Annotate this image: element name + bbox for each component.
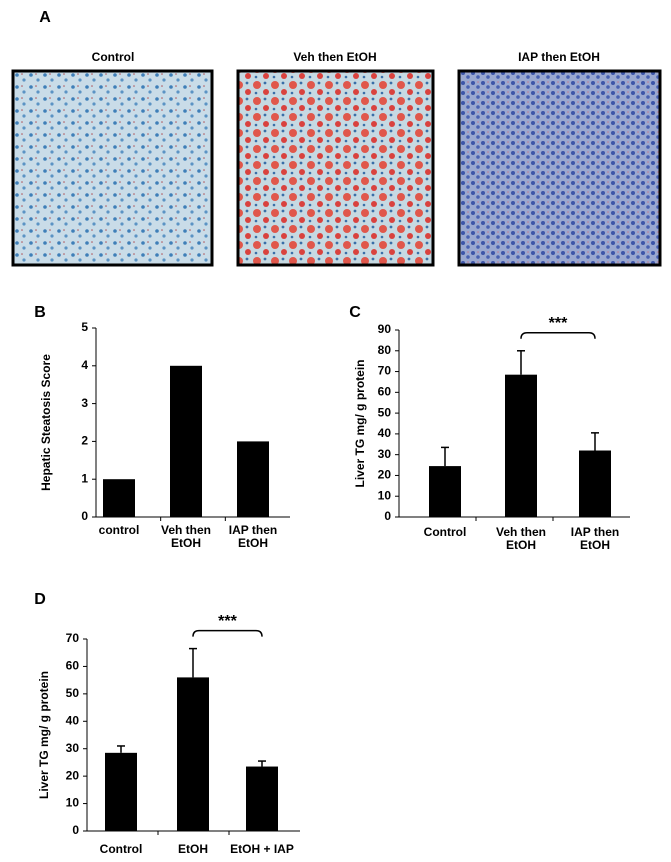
panel-label: D (34, 591, 46, 608)
x-tick-label: Control (100, 842, 143, 856)
y-tick-label: 90 (378, 322, 392, 336)
error-bar (117, 745, 125, 753)
bar (177, 677, 209, 831)
x-tick-label: Veh then EtOH (161, 523, 211, 550)
y-tick-label: 20 (378, 468, 392, 482)
y-tick-label: 30 (378, 447, 392, 461)
y-tick-label: 20 (66, 768, 80, 782)
significance-label: *** (218, 613, 237, 630)
significance-label: *** (549, 315, 568, 332)
y-tick-label: 70 (378, 364, 392, 378)
bar (505, 374, 537, 517)
micrograph (457, 69, 662, 267)
panel-label: A (39, 9, 51, 26)
y-axis-label: Hepatic Steatosis Score (39, 354, 53, 491)
y-tick-label: 50 (66, 686, 80, 700)
y-axis-label: Liver TG mg/ g protein (37, 671, 51, 799)
y-tick-label: 40 (66, 713, 80, 727)
error-bar (258, 760, 266, 767)
x-tick-label: IAP then EtOH (571, 525, 619, 552)
bar (103, 479, 135, 517)
error-bar (591, 432, 599, 451)
y-tick-label: 50 (378, 405, 392, 419)
x-tick-label: EtOH + IAP (230, 842, 294, 856)
bar (246, 766, 278, 831)
y-tick-label: 2 (81, 434, 88, 448)
y-tick-label: 40 (378, 426, 392, 440)
y-tick-label: 3 (81, 396, 88, 410)
significance-bracket (192, 629, 263, 637)
y-tick-label: 60 (378, 385, 392, 399)
y-tick-label: 10 (378, 488, 392, 502)
bar (579, 450, 611, 517)
panel-label: C (349, 304, 361, 321)
error-bar (189, 647, 197, 678)
bar (170, 365, 202, 517)
image-caption: Veh then EtOH (293, 50, 376, 64)
y-tick-label: 10 (66, 796, 80, 810)
bar (429, 466, 461, 517)
y-tick-label: 0 (81, 509, 88, 523)
y-tick-label: 30 (66, 741, 80, 755)
x-tick-label: IAP then EtOH (229, 523, 277, 550)
y-axis-label: Liver TG mg/ g protein (353, 359, 367, 487)
y-tick-label: 4 (81, 358, 88, 372)
x-tick-label: Control (424, 525, 467, 539)
x-tick-label: Veh then EtOH (496, 525, 546, 552)
y-tick-label: 0 (384, 509, 391, 523)
bar (105, 752, 137, 831)
y-tick-label: 80 (378, 343, 392, 357)
micrograph (236, 69, 435, 267)
significance-bracket (520, 332, 596, 339)
x-tick-label: control (99, 523, 140, 537)
panel-label: B (34, 304, 46, 321)
image-caption: Control (92, 50, 135, 64)
micrograph (11, 69, 214, 267)
y-tick-label: 0 (72, 823, 79, 837)
error-bar (441, 446, 449, 467)
image-caption: IAP then EtOH (518, 50, 600, 64)
y-tick-label: 70 (66, 631, 80, 645)
y-tick-label: 60 (66, 659, 80, 673)
y-tick-label: 5 (81, 320, 88, 334)
x-tick-label: EtOH (178, 842, 208, 856)
y-tick-label: 1 (81, 471, 88, 485)
error-bar (517, 350, 525, 375)
bar (237, 441, 269, 517)
